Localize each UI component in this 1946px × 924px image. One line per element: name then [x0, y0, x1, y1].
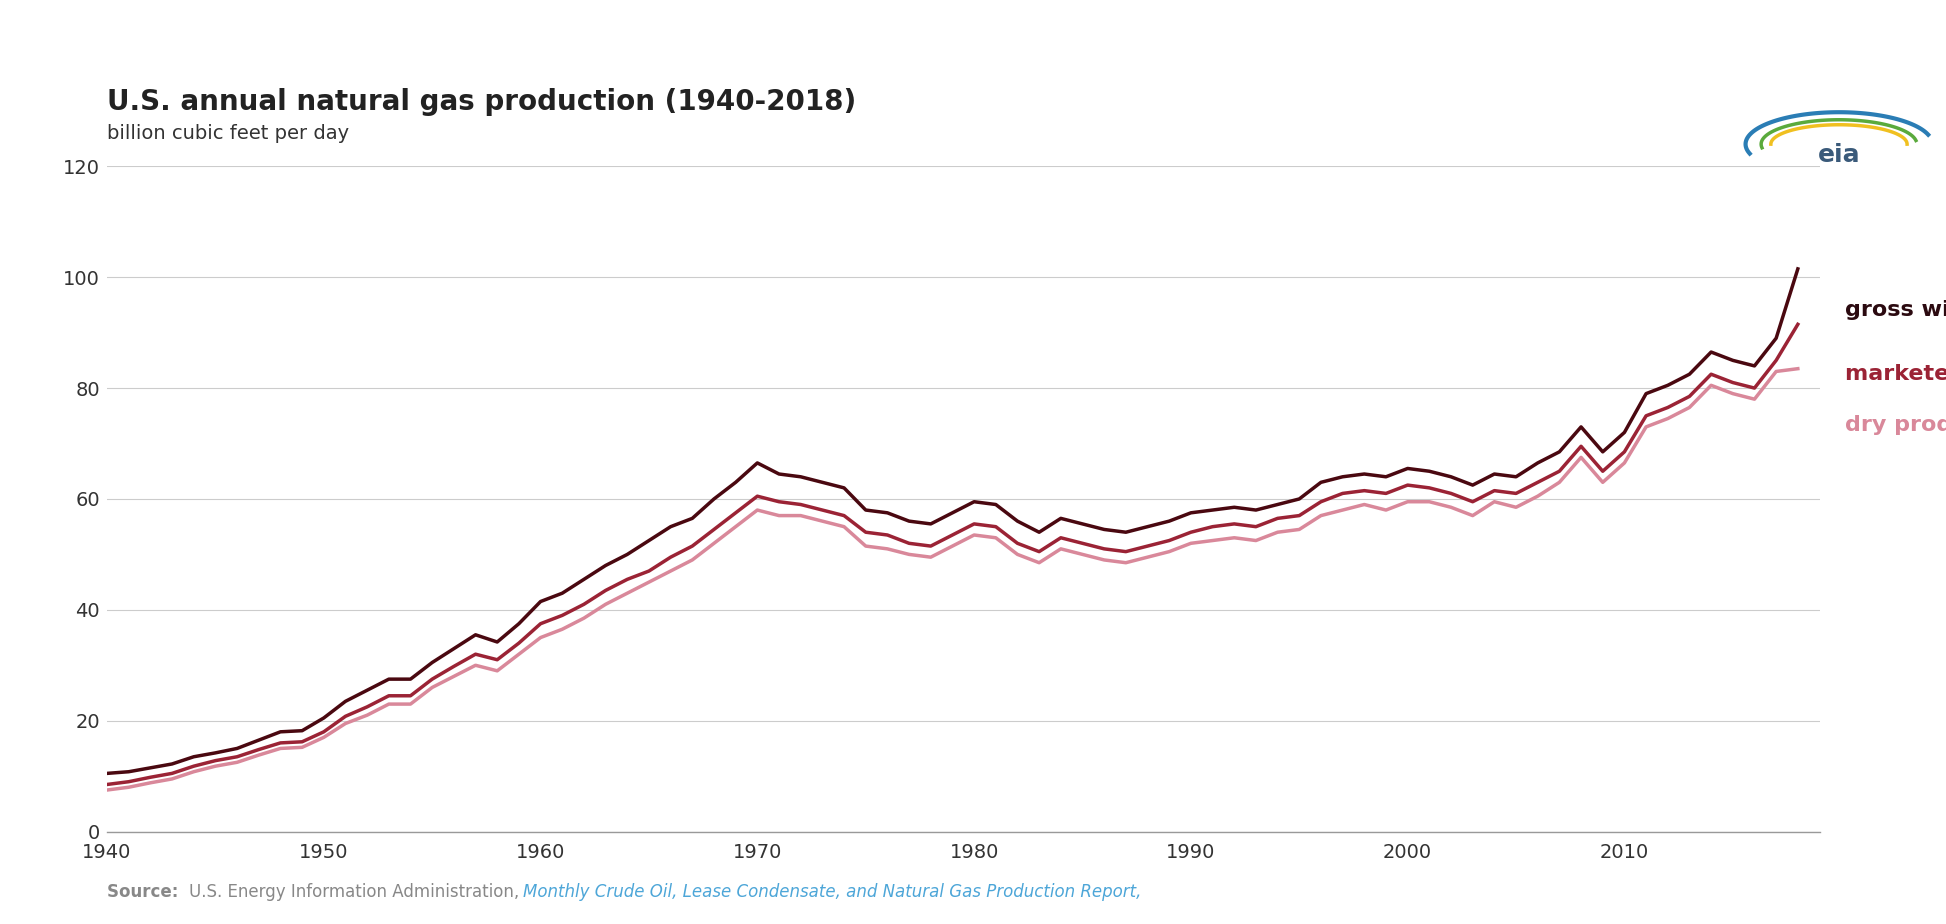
Text: Source:: Source:	[107, 883, 185, 901]
Text: Monthly Crude Oil, Lease Condensate, and Natural Gas Production Report,: Monthly Crude Oil, Lease Condensate, and…	[523, 883, 1142, 901]
Text: dry production: dry production	[1845, 415, 1946, 435]
Text: U.S. annual natural gas production (1940-2018): U.S. annual natural gas production (1940…	[107, 88, 856, 116]
Text: U.S. Energy Information Administration,: U.S. Energy Information Administration,	[189, 883, 523, 901]
Text: marketed production: marketed production	[1845, 364, 1946, 384]
Text: gross withdrawals: gross withdrawals	[1845, 299, 1946, 320]
Text: billion cubic feet per day: billion cubic feet per day	[107, 124, 348, 143]
Text: eia: eia	[1818, 143, 1860, 167]
